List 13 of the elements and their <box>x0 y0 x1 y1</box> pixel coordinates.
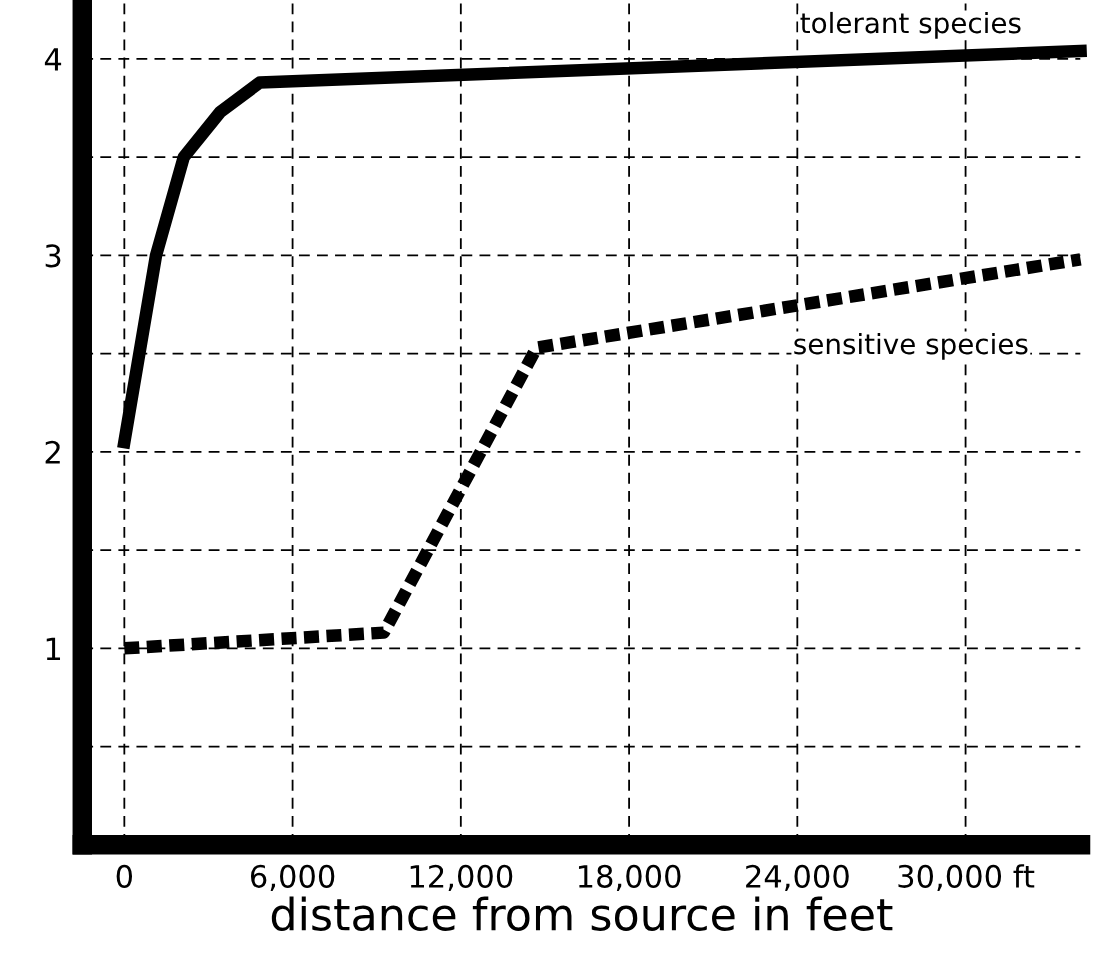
x-tick-label: 24,000 <box>746 864 849 892</box>
x-tick-label: 0 <box>116 864 133 888</box>
annotation: sensitive species <box>794 332 1028 360</box>
x-axis-title: distance from source in feet <box>271 896 893 931</box>
y-tick-label: 4 <box>44 48 62 71</box>
y-tick-label: 1 <box>46 637 61 660</box>
annotation: tolerant species <box>800 11 1021 39</box>
x-tick-label: 30,000 ft <box>898 864 1035 892</box>
x-tick-label: 6,000 <box>250 864 335 892</box>
x-tick-label: 18,000 <box>578 864 681 892</box>
y-tick-label: 2 <box>45 440 60 464</box>
y-tick-label: 3 <box>45 244 61 268</box>
x-tick-label: 12,000 <box>410 864 513 892</box>
